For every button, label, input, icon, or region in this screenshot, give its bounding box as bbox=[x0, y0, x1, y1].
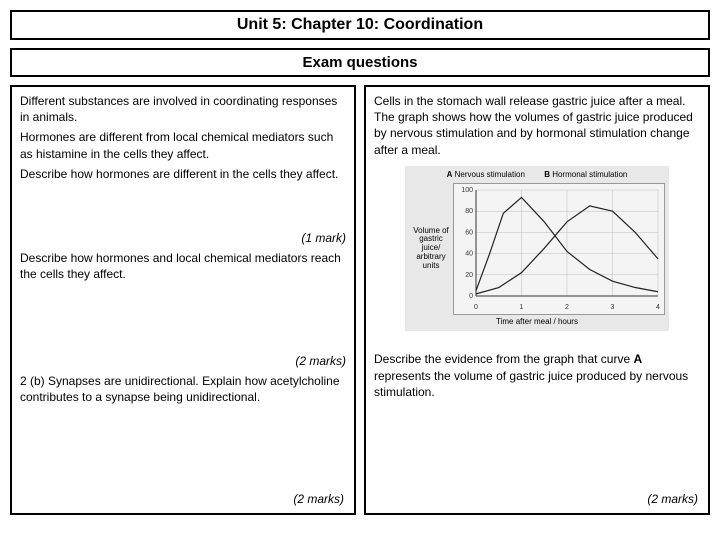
chart-series-titles: A Nervous stimulation B Hormonal stimula… bbox=[437, 170, 637, 181]
content-columns: Different substances are involved in coo… bbox=[10, 85, 710, 515]
chart-container: A Nervous stimulation B Hormonal stimula… bbox=[374, 166, 700, 332]
svg-text:80: 80 bbox=[465, 208, 473, 215]
svg-text:0: 0 bbox=[474, 304, 478, 311]
q1-intro: Different substances are involved in coo… bbox=[20, 93, 346, 125]
q1-line2: Hormones are different from local chemic… bbox=[20, 129, 346, 161]
chart-ylabel: Volume of gastric juice/ arbitrary units bbox=[409, 227, 453, 271]
series-b-label: Hormonal stimulation bbox=[552, 170, 627, 179]
right-column: Cells in the stomach wall release gastri… bbox=[364, 85, 710, 515]
mark-2: (2 marks) bbox=[20, 353, 346, 369]
svg-text:60: 60 bbox=[465, 229, 473, 236]
page-title: Unit 5: Chapter 10: Coordination bbox=[10, 10, 710, 40]
series-a-label: Nervous stimulation bbox=[455, 170, 525, 179]
mark-1: (1 mark) bbox=[20, 230, 346, 246]
svg-text:20: 20 bbox=[465, 271, 473, 278]
q1b: Describe how hormones and local chemical… bbox=[20, 250, 346, 282]
svg-text:3: 3 bbox=[611, 304, 615, 311]
page-subtitle: Exam questions bbox=[10, 48, 710, 77]
q2: 2 (b) Synapses are unidirectional. Expla… bbox=[20, 373, 346, 405]
mark-3: (2 marks) bbox=[293, 491, 344, 507]
right-mark: (2 marks) bbox=[647, 491, 698, 507]
chart-xlabel: Time after meal / hours bbox=[496, 317, 578, 328]
chart: A Nervous stimulation B Hormonal stimula… bbox=[405, 166, 669, 332]
svg-text:1: 1 bbox=[520, 304, 524, 311]
series-b-letter: B bbox=[544, 170, 550, 179]
left-column: Different substances are involved in coo… bbox=[10, 85, 356, 515]
svg-text:2: 2 bbox=[565, 304, 569, 311]
right-q-follow-bold: A bbox=[633, 352, 642, 366]
svg-text:100: 100 bbox=[461, 187, 473, 194]
q1-line3: Describe how hormones are different in t… bbox=[20, 166, 346, 182]
svg-text:4: 4 bbox=[656, 304, 660, 311]
chart-plot: 01234020406080100 bbox=[453, 183, 665, 315]
series-a-letter: A bbox=[447, 170, 453, 179]
right-q-follow-b: represents the volume of gastric juice p… bbox=[374, 369, 688, 399]
svg-text:0: 0 bbox=[469, 293, 473, 300]
right-q-intro: Cells in the stomach wall release gastri… bbox=[374, 93, 700, 158]
right-q-follow: Describe the evidence from the graph tha… bbox=[374, 351, 700, 400]
svg-text:40: 40 bbox=[465, 250, 473, 257]
right-q-follow-a: Describe the evidence from the graph tha… bbox=[374, 352, 633, 366]
